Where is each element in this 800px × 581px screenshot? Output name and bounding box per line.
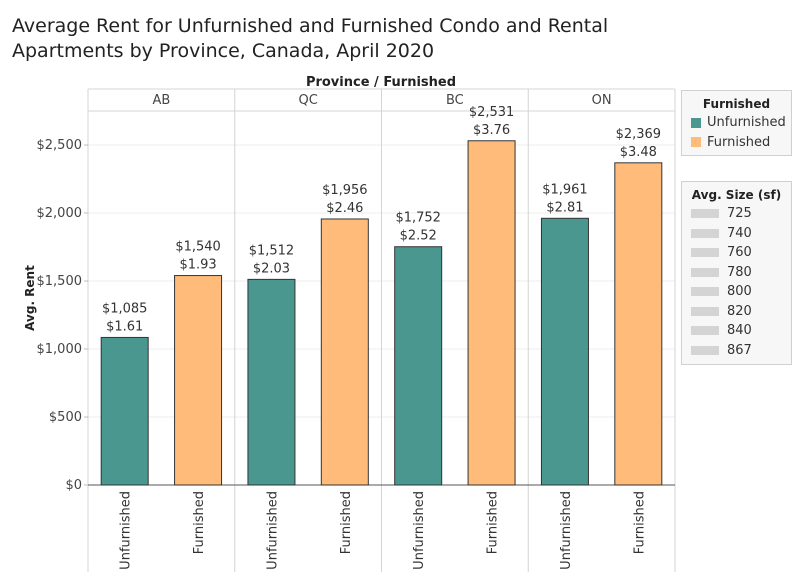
bar-value-label: $1,540 <box>175 240 221 255</box>
size-legend-item: 760 <box>691 243 791 263</box>
bar-value-label: $1,085 <box>102 301 148 316</box>
x-tick-label: Unfurnished <box>119 491 134 570</box>
size-legend-label: 725 <box>727 206 752 222</box>
size-legend-item: 840 <box>691 321 791 341</box>
size-legend-item: 740 <box>691 224 791 244</box>
bar-per-sf-label: $1.93 <box>179 258 216 273</box>
size-swatch <box>691 326 719 336</box>
size-legend-item: 780 <box>691 263 791 283</box>
province-header-on: ON <box>592 93 612 108</box>
bar-per-sf-label: $2.81 <box>546 200 583 215</box>
size-legend-label: 840 <box>727 323 752 339</box>
bar-per-sf-label: $2.03 <box>253 261 290 276</box>
bar-value-label: $2,369 <box>616 127 662 142</box>
province-header-ab: AB <box>152 93 170 108</box>
bar-on-furnished <box>614 162 663 486</box>
legend-item-label: Unfurnished <box>707 115 786 131</box>
size-legend-title: Avg. Size (sf) <box>691 188 782 202</box>
size-swatch <box>691 287 719 297</box>
size-swatch <box>691 345 719 355</box>
size-legend-label: 780 <box>727 264 752 280</box>
x-tick-label: Unfurnished <box>559 491 574 570</box>
y-tick-label: $2,000 <box>37 206 83 221</box>
bar-bc-unfurnished <box>394 246 443 486</box>
bar-qc-unfurnished <box>247 278 296 486</box>
furnished-swatch <box>691 137 701 148</box>
size-legend-item: 725 <box>691 204 791 224</box>
bar-per-sf-label: $2.46 <box>326 201 363 216</box>
bar-qc-furnished <box>320 218 369 486</box>
color-legend: Furnished Unfurnished Furnished <box>681 90 792 156</box>
plot-area: $0 $500 $1,000 $1,500 $2,000 $2,500 AB $1,085 $1… <box>37 88 676 572</box>
size-legend-item: 800 <box>691 282 791 302</box>
bar-value-label: $1,752 <box>395 211 441 226</box>
size-swatch <box>691 228 719 238</box>
chart-title: Average Rent for Unfurnished and Furnish… <box>12 15 609 62</box>
province-header-qc: QC <box>298 93 317 108</box>
size-legend-label: 800 <box>727 284 752 300</box>
bar-per-sf-label: $3.48 <box>620 145 657 160</box>
y-tick-label: $500 <box>49 410 82 425</box>
bar-value-label: $1,956 <box>322 183 368 198</box>
size-legend: Avg. Size (sf) 725 740 760 780 800 820 8… <box>681 181 792 365</box>
x-tick-label: Furnished <box>486 491 501 554</box>
column-header-label: Province / Furnished <box>306 75 456 90</box>
x-tick-label: Furnished <box>632 491 647 554</box>
legend-item-label: Furnished <box>707 134 771 150</box>
y-axis-label: Avg. Rent <box>23 265 37 331</box>
size-legend-label: 867 <box>727 342 752 358</box>
bar-ab-unfurnished <box>100 336 149 486</box>
size-swatch <box>691 209 719 219</box>
y-tick-label: $1,000 <box>37 342 83 357</box>
color-legend-title: Furnished <box>702 97 771 111</box>
bar-ab-furnished <box>174 275 223 486</box>
bar-per-sf-label: $3.76 <box>473 123 510 138</box>
size-legend-label: 820 <box>727 303 752 319</box>
size-legend-item: 820 <box>691 302 791 322</box>
bar-per-sf-label: $1.61 <box>106 319 143 334</box>
bar-bc-furnished <box>467 140 516 486</box>
x-tick-label: Unfurnished <box>412 491 427 570</box>
y-tick-label: $2,500 <box>37 138 83 153</box>
bar-value-label: $2,531 <box>469 105 515 120</box>
bar-on-unfurnished <box>540 217 589 486</box>
size-swatch <box>691 248 719 258</box>
bar-value-label: $1,961 <box>542 182 588 197</box>
x-tick-label: Furnished <box>339 491 354 554</box>
size-legend-label: 740 <box>727 225 752 241</box>
legend-item-unfurnished[interactable]: Unfurnished <box>691 113 791 133</box>
bar-per-sf-label: $2.52 <box>400 229 437 244</box>
province-header-bc: BC <box>446 93 464 108</box>
unfurnished-swatch <box>691 117 701 128</box>
y-tick-label: $1,500 <box>37 274 83 289</box>
x-tick-label: Unfurnished <box>265 491 280 570</box>
legend-item-furnished[interactable]: Furnished <box>691 133 791 153</box>
x-tick-label: Furnished <box>192 491 207 554</box>
y-tick-label: $0 <box>65 478 82 493</box>
size-swatch <box>691 267 719 277</box>
size-legend-item: 867 <box>691 341 791 361</box>
size-swatch <box>691 306 719 316</box>
size-legend-label: 760 <box>727 245 752 261</box>
bar-value-label: $1,512 <box>249 243 295 258</box>
